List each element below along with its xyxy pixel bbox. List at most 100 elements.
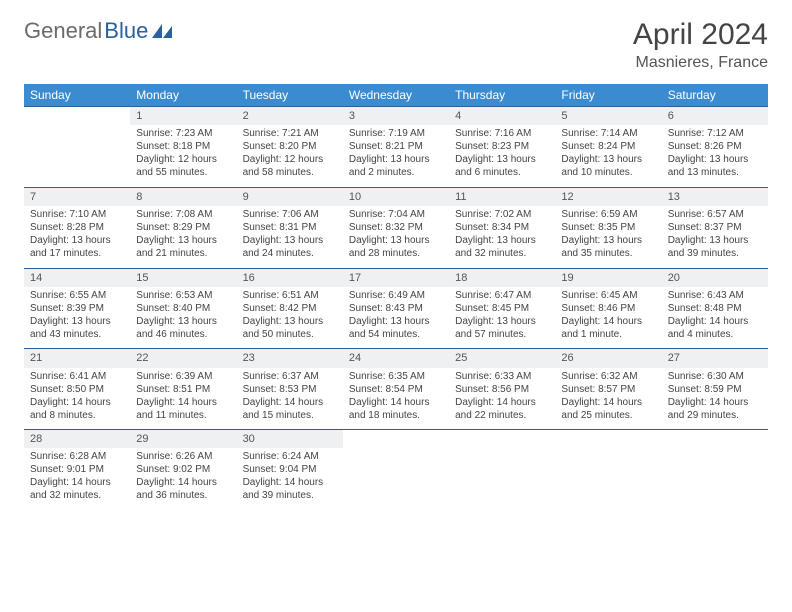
- sunrise-text: Sunrise: 6:43 AM: [668, 289, 762, 302]
- day-number-cell: [662, 430, 768, 449]
- sunset-text: Sunset: 8:34 PM: [455, 221, 549, 234]
- sunrise-text: Sunrise: 6:37 AM: [243, 370, 337, 383]
- day-content-cell: Sunrise: 6:32 AMSunset: 8:57 PMDaylight:…: [555, 368, 661, 430]
- sunset-text: Sunset: 8:53 PM: [243, 383, 337, 396]
- sunset-text: Sunset: 8:54 PM: [349, 383, 443, 396]
- day-content-cell: Sunrise: 7:12 AMSunset: 8:26 PMDaylight:…: [662, 125, 768, 187]
- day2-text: and 55 minutes.: [136, 166, 230, 179]
- sunrise-text: Sunrise: 7:04 AM: [349, 208, 443, 221]
- day-content-row: Sunrise: 6:55 AMSunset: 8:39 PMDaylight:…: [24, 287, 768, 349]
- sunrise-text: Sunrise: 7:14 AM: [561, 127, 655, 140]
- day-number-cell: 9: [237, 187, 343, 206]
- sunrise-text: Sunrise: 6:47 AM: [455, 289, 549, 302]
- day-number-cell: 30: [237, 430, 343, 449]
- sunset-text: Sunset: 8:42 PM: [243, 302, 337, 315]
- day-content-cell: Sunrise: 6:53 AMSunset: 8:40 PMDaylight:…: [130, 287, 236, 349]
- sunrise-text: Sunrise: 6:33 AM: [455, 370, 549, 383]
- sunrise-text: Sunrise: 6:51 AM: [243, 289, 337, 302]
- sunrise-text: Sunrise: 6:49 AM: [349, 289, 443, 302]
- day1-text: Daylight: 14 hours: [349, 396, 443, 409]
- sunset-text: Sunset: 8:43 PM: [349, 302, 443, 315]
- day2-text: and 46 minutes.: [136, 328, 230, 341]
- sunset-text: Sunset: 8:29 PM: [136, 221, 230, 234]
- day-content-row: Sunrise: 6:41 AMSunset: 8:50 PMDaylight:…: [24, 368, 768, 430]
- day2-text: and 54 minutes.: [349, 328, 443, 341]
- calendar-table: SundayMondayTuesdayWednesdayThursdayFrid…: [24, 84, 768, 510]
- day-content-cell: Sunrise: 6:24 AMSunset: 9:04 PMDaylight:…: [237, 448, 343, 510]
- day2-text: and 17 minutes.: [30, 247, 124, 260]
- sunrise-text: Sunrise: 6:24 AM: [243, 450, 337, 463]
- sunrise-text: Sunrise: 7:19 AM: [349, 127, 443, 140]
- day-number-cell: 22: [130, 349, 236, 368]
- logo-text-1: General: [24, 18, 102, 44]
- day-number-cell: 28: [24, 430, 130, 449]
- day2-text: and 29 minutes.: [668, 409, 762, 422]
- day2-text: and 8 minutes.: [30, 409, 124, 422]
- day2-text: and 6 minutes.: [455, 166, 549, 179]
- sunrise-text: Sunrise: 6:53 AM: [136, 289, 230, 302]
- day-content-cell: Sunrise: 6:49 AMSunset: 8:43 PMDaylight:…: [343, 287, 449, 349]
- day1-text: Daylight: 13 hours: [349, 153, 443, 166]
- sunset-text: Sunset: 8:28 PM: [30, 221, 124, 234]
- day2-text: and 43 minutes.: [30, 328, 124, 341]
- sunrise-text: Sunrise: 7:08 AM: [136, 208, 230, 221]
- day2-text: and 58 minutes.: [243, 166, 337, 179]
- day-number-cell: 16: [237, 268, 343, 287]
- title-block: April 2024 Masnieres, France: [633, 18, 768, 72]
- sunset-text: Sunset: 8:21 PM: [349, 140, 443, 153]
- day1-text: Daylight: 13 hours: [668, 153, 762, 166]
- day1-text: Daylight: 13 hours: [243, 315, 337, 328]
- day-content-cell: Sunrise: 7:23 AMSunset: 8:18 PMDaylight:…: [130, 125, 236, 187]
- sunrise-text: Sunrise: 6:59 AM: [561, 208, 655, 221]
- day1-text: Daylight: 14 hours: [243, 396, 337, 409]
- day2-text: and 4 minutes.: [668, 328, 762, 341]
- sunset-text: Sunset: 8:39 PM: [30, 302, 124, 315]
- page-header: GeneralBlue April 2024 Masnieres, France: [24, 18, 768, 72]
- sunset-text: Sunset: 8:18 PM: [136, 140, 230, 153]
- day-number-cell: 5: [555, 107, 661, 126]
- day-number-cell: [449, 430, 555, 449]
- day-number-row: 282930: [24, 430, 768, 449]
- day-content-cell: [555, 448, 661, 510]
- day2-text: and 32 minutes.: [455, 247, 549, 260]
- day-number-row: 78910111213: [24, 187, 768, 206]
- day-content-cell: Sunrise: 6:59 AMSunset: 8:35 PMDaylight:…: [555, 206, 661, 268]
- day-number-row: 21222324252627: [24, 349, 768, 368]
- logo: GeneralBlue: [24, 18, 172, 44]
- day-content-cell: Sunrise: 6:30 AMSunset: 8:59 PMDaylight:…: [662, 368, 768, 430]
- sunset-text: Sunset: 8:20 PM: [243, 140, 337, 153]
- day-content-cell: Sunrise: 7:02 AMSunset: 8:34 PMDaylight:…: [449, 206, 555, 268]
- day-content-cell: [343, 448, 449, 510]
- sunrise-text: Sunrise: 6:35 AM: [349, 370, 443, 383]
- day-number-cell: 11: [449, 187, 555, 206]
- logo-text-2: Blue: [104, 18, 148, 44]
- location-label: Masnieres, France: [633, 54, 768, 72]
- sunset-text: Sunset: 8:48 PM: [668, 302, 762, 315]
- sunrise-text: Sunrise: 6:39 AM: [136, 370, 230, 383]
- day-number-cell: [343, 430, 449, 449]
- day-number-cell: 10: [343, 187, 449, 206]
- sunset-text: Sunset: 9:01 PM: [30, 463, 124, 476]
- weekday-header: Sunday: [24, 84, 130, 107]
- day1-text: Daylight: 12 hours: [136, 153, 230, 166]
- day1-text: Daylight: 14 hours: [136, 396, 230, 409]
- day-number-cell: 20: [662, 268, 768, 287]
- day-content-row: Sunrise: 7:23 AMSunset: 8:18 PMDaylight:…: [24, 125, 768, 187]
- sunset-text: Sunset: 8:32 PM: [349, 221, 443, 234]
- sunrise-text: Sunrise: 6:45 AM: [561, 289, 655, 302]
- weekday-header: Wednesday: [343, 84, 449, 107]
- day2-text: and 50 minutes.: [243, 328, 337, 341]
- day1-text: Daylight: 13 hours: [136, 315, 230, 328]
- day2-text: and 24 minutes.: [243, 247, 337, 260]
- day1-text: Daylight: 12 hours: [243, 153, 337, 166]
- day-content-cell: [449, 448, 555, 510]
- sunrise-text: Sunrise: 6:57 AM: [668, 208, 762, 221]
- day1-text: Daylight: 13 hours: [243, 234, 337, 247]
- day-content-row: Sunrise: 7:10 AMSunset: 8:28 PMDaylight:…: [24, 206, 768, 268]
- day1-text: Daylight: 13 hours: [30, 315, 124, 328]
- weekday-header: Thursday: [449, 84, 555, 107]
- day-content-cell: Sunrise: 7:06 AMSunset: 8:31 PMDaylight:…: [237, 206, 343, 268]
- day-content-cell: [662, 448, 768, 510]
- day-number-cell: 17: [343, 268, 449, 287]
- day1-text: Daylight: 14 hours: [561, 396, 655, 409]
